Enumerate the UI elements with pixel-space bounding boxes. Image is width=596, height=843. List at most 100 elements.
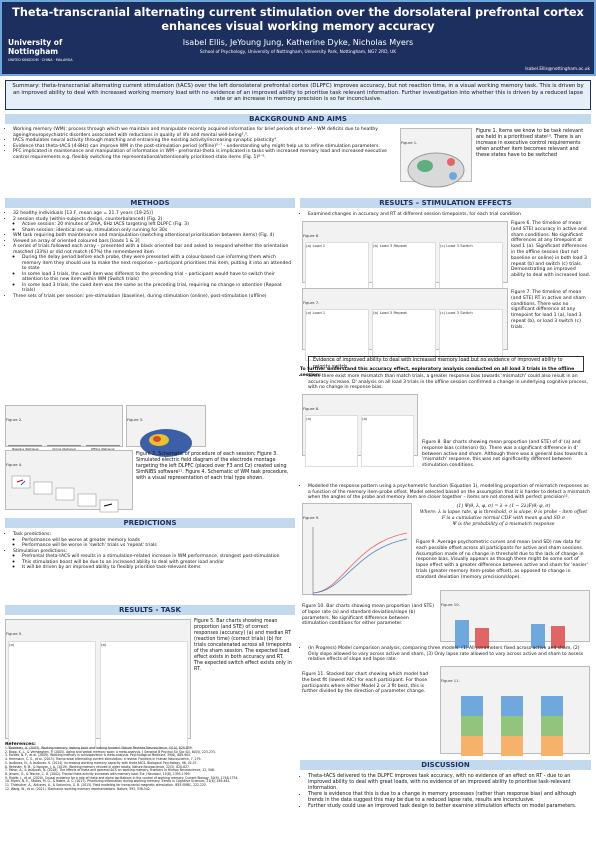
reference-list: 1. Baddeley, A. (2003). Working memory: … <box>5 746 295 791</box>
bullet: Task predictions:Performance will be wor… <box>13 532 295 549</box>
panel-label: (a) <box>306 416 312 421</box>
sub-bullet: It will be driven by an improved ability… <box>22 565 295 571</box>
bullet-list: (In Progress) Model comparison analysis,… <box>300 646 591 663</box>
figure-caption: Figure 10. Bar charts showing mean propo… <box>302 604 434 627</box>
task-schematic <box>11 475 119 513</box>
equation-line: F is a cumulative normal CDF with mean φ… <box>441 516 566 521</box>
figure: Figure 2. Baseline (Retrieval Accuracy)O… <box>5 405 123 455</box>
equation-line: (1) Ψ(θ, λ, φ, σ) = λ + (1 − 2λ)F(θ; φ, … <box>456 504 551 509</box>
decor-bar <box>541 716 563 736</box>
bullet-list: 32 healthy individuals [13 F, mean age =… <box>5 211 295 299</box>
field-map <box>140 429 192 457</box>
sub-bullet: Active session: 20 minutes of 2mA, 6Hz t… <box>22 222 295 228</box>
figure-caption: Figure 11. Stacked bar chart showing whi… <box>302 672 429 695</box>
panel: (c) Load 3 Switch <box>439 309 503 361</box>
panel-label: (c) Load 3 Switch <box>440 243 473 248</box>
panel: (c) Load 3 Switch <box>439 242 503 294</box>
section-heading: METHODS <box>5 198 295 208</box>
bullet-text: A series of trials followed each array –… <box>13 244 289 255</box>
bullet: Theta-tACS delivered to the DLPFC improv… <box>308 773 591 791</box>
psychometric-plot <box>312 527 408 596</box>
sub-bullet: This stimulation boost will be due to an… <box>22 560 295 566</box>
figure-caption: Figure 7. The timeline of mean (and STE)… <box>511 290 586 330</box>
panel-label: (b) Load 3 Repeat <box>373 243 407 248</box>
figure: Figure 1. <box>400 128 472 188</box>
affiliation: School of Psychology, University of Nott… <box>199 50 397 55</box>
lead-text: To further understand this accuracy effe… <box>300 367 575 378</box>
bullet-list: Since there exist more mismatch than mat… <box>300 374 591 391</box>
bullet-list: Working memory (WM): process through whi… <box>5 127 397 160</box>
equation-line: Where: λ is lapse rate, φ is threshold, … <box>419 510 588 515</box>
logo: University of Nottingham UNITED KINGDOM … <box>8 38 100 64</box>
bullet-list: Task predictions:Performance will be wor… <box>5 532 295 571</box>
equation-line: Ψ is the probability of a mismatch respo… <box>452 522 555 527</box>
logo-text: University of Nottingham <box>8 38 63 56</box>
reference: 12. Wang, W., et al. (2021). Stochastic … <box>5 786 151 791</box>
decor-bar <box>501 696 523 716</box>
decor-bar <box>501 736 523 756</box>
figure: Figure 7. (a) Load 1 (b) Load 3 Repeat (c)… <box>302 288 508 361</box>
section-heading: BACKGROUND AND AIMS <box>5 114 591 124</box>
reference: 11. Thielscher, A., Antunes, A., & Satur… <box>5 783 207 788</box>
panel-row: (a) (b) <box>303 414 417 468</box>
reference: 4. Herrmann, C. S., et al. (2013). Trans… <box>5 757 202 762</box>
sub-bullet: Performance will be worse in 'switch' tr… <box>22 543 295 549</box>
figure-caption: Figure 5. Bar charts showing mean propor… <box>194 619 292 672</box>
figure-caption: Figure 1. Items we know to be task relev… <box>476 128 584 158</box>
equation: (1) Ψ(θ, λ, φ, σ) = λ + (1 − 2λ)F(θ; φ, … <box>416 504 591 528</box>
panel-label: (b) Load 3 Repeat <box>373 310 407 315</box>
panel: (b) <box>100 641 188 749</box>
sub-list: Active session: 20 minutes of 2mA, 6Hz t… <box>13 222 295 233</box>
reference: 10. Myers, N. E., Stokes, M. G., & Nobre… <box>5 779 231 784</box>
summary: Summary: theta-transcranial alternating … <box>5 80 591 110</box>
bullet: Modelled the response pattern using a ps… <box>308 484 591 501</box>
bullet: WM task requiring both maintenance and m… <box>13 233 295 239</box>
panel: (b) Load 3 Repeat <box>372 242 436 294</box>
sub-list: Performance will be worse at greater mem… <box>13 538 295 549</box>
figure-label: Figure 5. <box>6 631 23 636</box>
list: Working memory (WM): process through whi… <box>5 127 397 160</box>
bullet: Stimulation predictions:Prefrontal theta… <box>13 549 295 571</box>
bullet-list: Theta-tACS delivered to the DLPFC improv… <box>300 773 591 809</box>
bullet: 32 healthy individuals [13 F, mean age =… <box>13 211 295 217</box>
reference: 2. Bopp, K. L., & Verhaeghen, P. (2005).… <box>5 749 216 754</box>
reference: 6. Reinhart, R. M., & Nguyen, J. A. (201… <box>5 764 190 769</box>
brain-illustration <box>407 152 465 188</box>
figure-caption: Figure 9. Average psychometric curves an… <box>416 540 588 580</box>
decor-bar <box>541 736 563 756</box>
list: Task predictions:Performance will be wor… <box>5 532 295 571</box>
bullet: Working memory (WM): process through whi… <box>13 127 397 138</box>
figure-label: Figure 8. <box>303 406 320 411</box>
figure-label: Figure 9. <box>303 515 320 520</box>
bullet: A series of trials followed each array –… <box>13 244 295 294</box>
panel-label: (a) Load 1 <box>306 310 326 315</box>
figure-label: Figure 7. <box>303 300 320 305</box>
title: Theta-transcranial alternating current s… <box>12 6 584 33</box>
bullet-text: 2 session study (within-subjects design,… <box>13 216 163 222</box>
figure-label: Figure 3. <box>127 417 144 422</box>
bullet: (In Progress) Model comparison analysis,… <box>308 646 591 663</box>
email: Isabel.Ellis@nottingham.ac.uk <box>525 67 590 72</box>
figure: Figure 4. <box>5 450 133 513</box>
section-heading: PREDICTIONS <box>5 518 295 528</box>
figure: Figure 5. (a) (b) <box>5 619 191 749</box>
bullet: PFC implicated in maintenance and manipu… <box>13 149 397 160</box>
figure: Figure 10. <box>440 590 590 648</box>
figure-caption: Figure 2. Schematic of procedure of each… <box>136 452 289 481</box>
figure: Figure 3. <box>126 405 206 457</box>
decor-bar <box>541 696 563 716</box>
logo-subtext: UNITED KINGDOM · CHINA · MALAYSIA <box>8 58 73 62</box>
panel: (a) <box>305 415 358 467</box>
bullet: There is evidence that this is due to a … <box>308 791 591 803</box>
figure-label: Figure 1. <box>401 140 418 145</box>
figure-caption: Figure 8. Bar charts showing mean propor… <box>422 440 588 469</box>
bar-illustration <box>455 620 565 648</box>
sub-bullet: Prefrontal theta-tACS will results in a … <box>22 554 295 560</box>
sub-bullet: In some load 3 trials, the cued item was… <box>22 283 295 294</box>
header <box>0 0 596 76</box>
bullet-list: Examined changes in accuracy and RT at d… <box>300 212 591 218</box>
figure: Figure 9. <box>302 503 412 596</box>
panel-label: (a) Load 1 <box>306 243 326 248</box>
reference: 3. Forbes, N. F., et al. (2009). Working… <box>5 753 192 758</box>
figure-label: Figure 2. <box>6 417 23 422</box>
